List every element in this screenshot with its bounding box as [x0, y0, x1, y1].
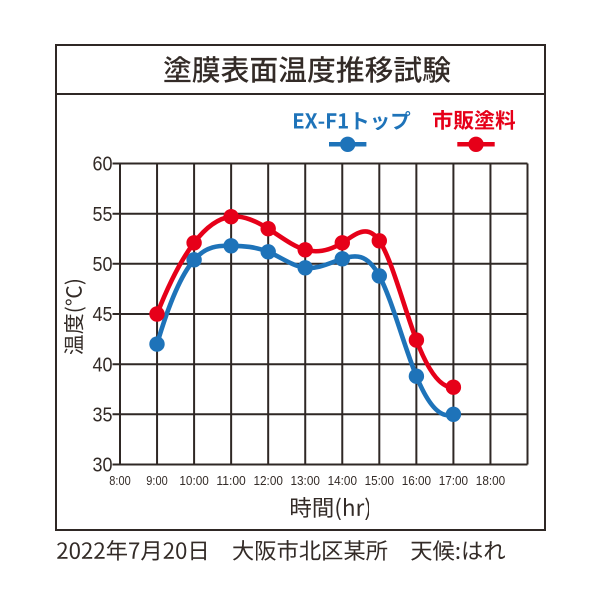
- y-tick-label: 60: [93, 154, 113, 176]
- caption: 2022年7月20日 大阪市北区某所 天候:はれ: [57, 539, 506, 561]
- legend-label-exf1top: EX-F1トップ: [294, 110, 411, 130]
- caption-glyphs: [57, 539, 506, 561]
- y-axis-labels: 30 35 40 45 50 55 60: [93, 154, 113, 477]
- x-tick-label: 15:00: [365, 473, 394, 488]
- x-tick-label: 18:00: [476, 473, 505, 488]
- legend-marker-dot-0: [340, 136, 356, 152]
- data-point-1: [371, 233, 387, 249]
- x-tick-label: 9:00: [146, 473, 167, 488]
- x-tick-label: 14:00: [328, 473, 357, 488]
- data-point-1: [149, 306, 165, 322]
- x-tick-label: 12:00: [254, 473, 283, 488]
- y-tick-label: 35: [93, 405, 113, 427]
- x-tick-label: 11:00: [216, 473, 245, 488]
- legend-markers: [329, 136, 495, 152]
- x-tick-label: 10:00: [179, 473, 208, 488]
- data-point-1: [408, 332, 425, 348]
- y-tick-label: 45: [93, 304, 113, 326]
- data-point-1: [297, 242, 313, 258]
- x-tick-label: 17:00: [439, 473, 468, 488]
- data-point-0: [186, 252, 202, 268]
- y-tick-label: 55: [93, 204, 113, 226]
- data-point-1: [186, 235, 202, 251]
- data-point-0: [260, 244, 276, 260]
- grid-lines: [112, 162, 529, 466]
- data-point-1: [260, 221, 276, 237]
- data-point-0: [334, 251, 350, 267]
- x-tick-label: 16:00: [402, 473, 431, 488]
- legend-label-shihan-toryo: 市販塗料: [432, 110, 516, 131]
- y-axis-title-glyphs: [63, 279, 86, 355]
- legend-label-shihan-toryo-glyphs: [432, 110, 516, 131]
- x-tick-label: 13:00: [291, 473, 320, 488]
- y-tick-label: 40: [93, 354, 113, 376]
- legend-label-exf1top-glyphs: [294, 110, 411, 130]
- legend-marker-dot-1: [468, 136, 484, 152]
- y-tick-label: 30: [93, 455, 113, 477]
- y-axis-title: 温度(℃): [63, 279, 86, 355]
- x-axis-title-glyphs: [290, 496, 370, 521]
- x-axis-labels: 8:00 9:00 10:00 11:00 12:00 13:00 14:00 15:00 16…: [109, 473, 505, 488]
- series-layer: [149, 209, 462, 422]
- page-title: 塗膜表面温度推移試験: [164, 55, 451, 83]
- data-point-0: [297, 260, 313, 276]
- data-point-1: [223, 209, 239, 225]
- page-title-glyphs: [164, 55, 451, 83]
- data-point-1: [334, 235, 350, 251]
- y-tick-label: 50: [93, 254, 113, 276]
- data-point-0: [408, 368, 425, 384]
- title-band: [56, 46, 544, 95]
- data-point-1: [445, 379, 462, 395]
- data-point-0: [445, 406, 462, 422]
- data-point-0: [371, 268, 387, 284]
- x-axis-title: 時間(hr): [290, 496, 370, 521]
- data-point-0: [223, 238, 239, 254]
- x-tick-label: 8:00: [109, 473, 130, 488]
- data-point-0: [149, 336, 165, 352]
